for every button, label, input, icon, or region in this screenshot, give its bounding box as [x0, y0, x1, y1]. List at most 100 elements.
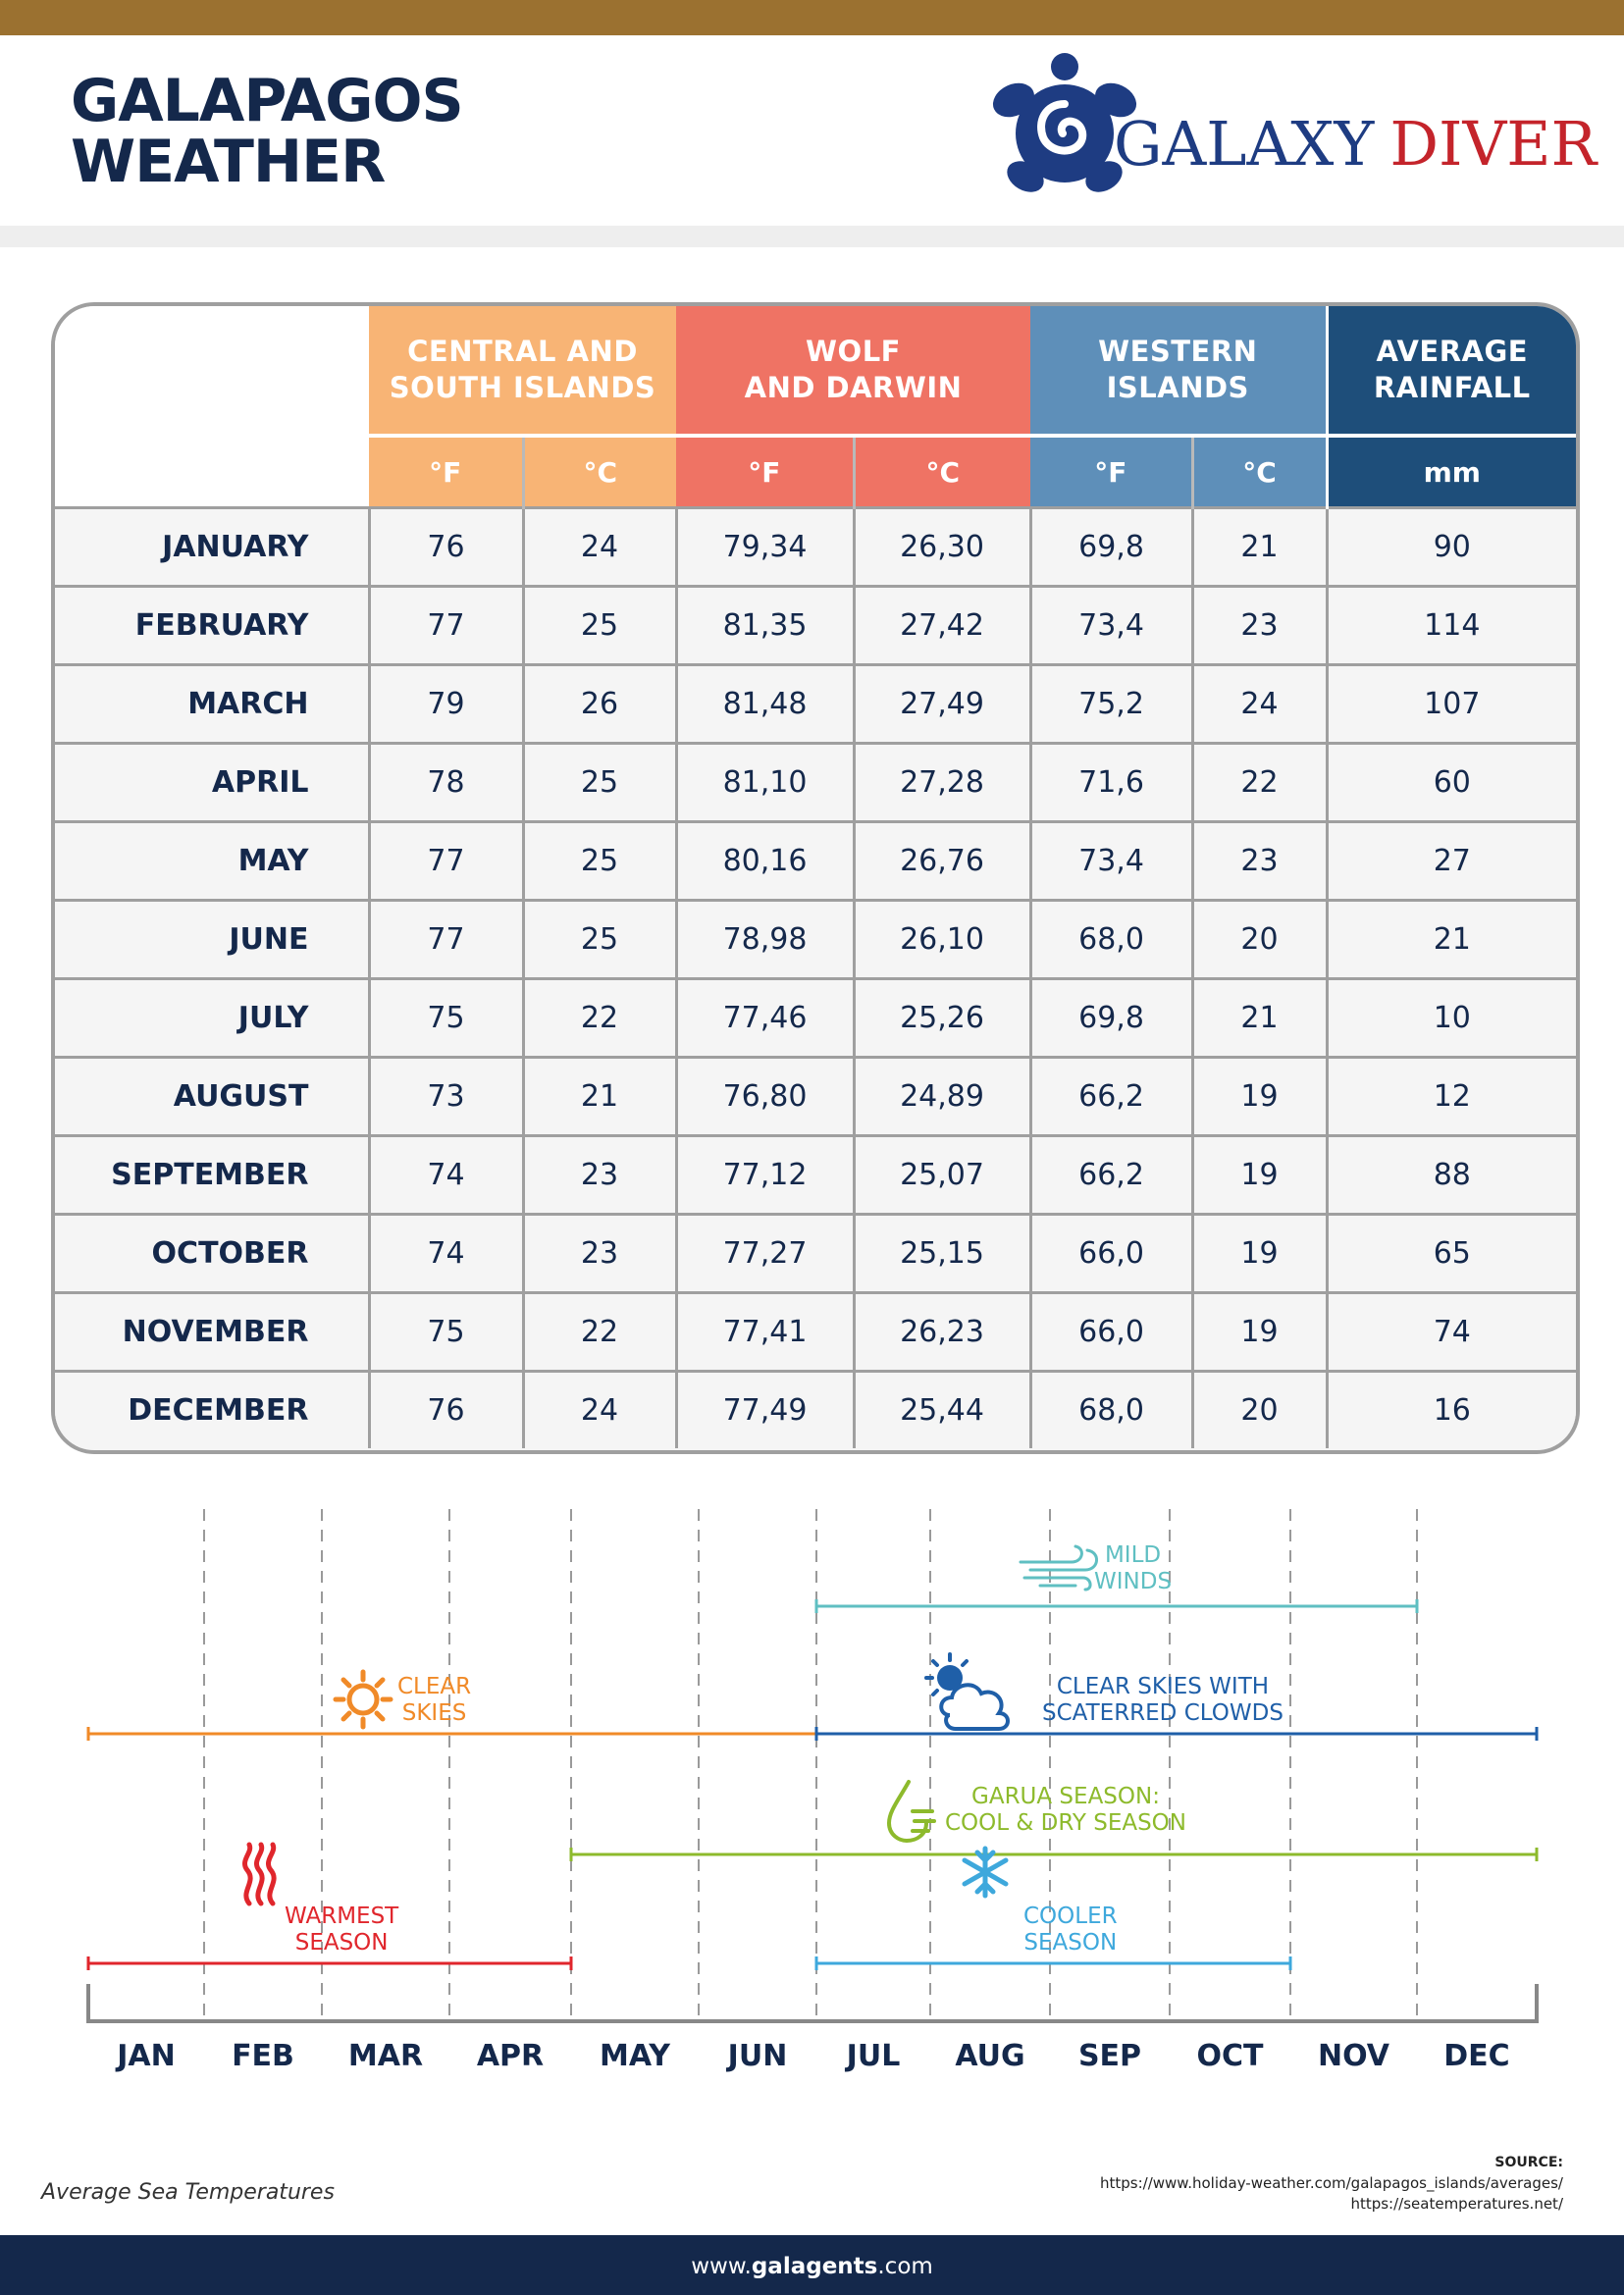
- table-row: JANUARY 76 24 79,34 26,30 69,8 21 90: [55, 506, 1576, 587]
- cell-central-c: 25: [521, 899, 677, 979]
- table-row: APRIL 78 25 81,10 27,28 71,6 22 60: [55, 742, 1576, 822]
- header-central-south: CENTRAL AND SOUTH ISLANDS: [369, 306, 677, 436]
- cooler-line2: SEASON: [1023, 1930, 1118, 1956]
- turtle-logo-icon: [992, 53, 1137, 192]
- cell-wolf-f: 81,48: [674, 663, 855, 744]
- cell-western-f: 75,2: [1028, 663, 1193, 744]
- logo-word-diver: DIVER: [1389, 108, 1598, 180]
- table-row: OCTOBER 74 23 77,27 25,15 66,0 19 65: [55, 1213, 1576, 1293]
- unit-c: °C: [1190, 434, 1328, 508]
- month-label: MAY: [600, 2039, 670, 2073]
- cell-rainfall-mm: 88: [1325, 1134, 1576, 1215]
- logo-wordmark: GALAXY DIVER: [1114, 110, 1597, 179]
- header-western: WESTERN ISLANDS: [1030, 306, 1328, 436]
- cell-wolf-f: 76,80: [674, 1056, 855, 1136]
- month-label: JUN: [727, 2039, 788, 2073]
- cell-central-c: 22: [521, 1291, 677, 1372]
- cell-wolf-f: 77,41: [674, 1291, 855, 1372]
- cell-western-c: 20: [1190, 899, 1328, 979]
- cell-western-c: 21: [1190, 506, 1328, 587]
- cell-wolf-f: 79,34: [674, 506, 855, 587]
- cell-central-f: 77: [367, 820, 523, 901]
- row-month: JANUARY: [55, 506, 369, 587]
- cell-western-f: 68,0: [1028, 1370, 1193, 1448]
- source-link-1[interactable]: https://www.holiday-weather.com/galapago…: [1100, 2174, 1563, 2192]
- season-bar-warmest: [86, 1956, 573, 1970]
- cooler-line1: COOLER: [1023, 1904, 1118, 1929]
- table-row: JUNE 77 25 78,98 26,10 68,0 20 21: [55, 899, 1576, 979]
- cell-central-f: 73: [367, 1056, 523, 1136]
- cell-central-c: 25: [521, 820, 677, 901]
- cell-wolf-c: 25,15: [852, 1213, 1031, 1293]
- snowflake-icon: [962, 1846, 1009, 1899]
- table-row: AUGUST 73 21 76,80 24,89 66,2 19 12: [55, 1056, 1576, 1136]
- season-bars: [86, 1599, 1539, 1970]
- month-label: SEP: [1077, 2039, 1142, 2073]
- cell-wolf-c: 27,28: [852, 742, 1031, 822]
- footer-website-link[interactable]: www.galagents.com: [0, 2254, 1624, 2279]
- title-line-1: GALAPAGOS: [71, 67, 464, 135]
- row-month: AUGUST: [55, 1056, 369, 1136]
- garua-line2: COOL & DRY SEASON: [945, 1810, 1186, 1836]
- month-label: NOV: [1317, 2039, 1390, 2073]
- footer-bar: [0, 2235, 1624, 2295]
- cell-central-c: 23: [521, 1134, 677, 1215]
- warmest-line2: SEASON: [294, 1930, 389, 1956]
- cell-rainfall-mm: 65: [1325, 1213, 1576, 1293]
- cell-western-c: 24: [1190, 663, 1328, 744]
- weather-table: CENTRAL AND SOUTH ISLANDS WOLF AND DARWI…: [55, 306, 1576, 1448]
- row-month: DECEMBER: [55, 1370, 369, 1448]
- cell-wolf-c: 26,30: [852, 506, 1031, 587]
- header-wolf-line2: AND DARWIN: [744, 371, 963, 404]
- sun-icon: [333, 1669, 393, 1730]
- table-row: DECEMBER 76 24 77,49 25,44 68,0 20 16: [55, 1370, 1576, 1448]
- cell-wolf-c: 27,49: [852, 663, 1031, 744]
- cell-western-c: 19: [1190, 1291, 1328, 1372]
- cell-western-c: 23: [1190, 820, 1328, 901]
- row-month: MARCH: [55, 663, 369, 744]
- cell-wolf-c: 26,76: [852, 820, 1031, 901]
- cell-central-f: 75: [367, 977, 523, 1058]
- season-bar-clear-skies: [86, 1727, 818, 1741]
- month-label: APR: [476, 2039, 545, 2073]
- cell-wolf-c: 27,42: [852, 585, 1031, 665]
- cell-rainfall-mm: 107: [1325, 663, 1576, 744]
- cell-wolf-f: 77,12: [674, 1134, 855, 1215]
- cell-central-f: 79: [367, 663, 523, 744]
- table-body: JANUARY 76 24 79,34 26,30 69,8 21 90 FEBRUARY 77 2…: [55, 506, 1576, 1448]
- cell-rainfall-mm: 12: [1325, 1056, 1576, 1136]
- row-month: MAY: [55, 820, 369, 901]
- cell-central-f: 75: [367, 1291, 523, 1372]
- cell-rainfall-mm: 10: [1325, 977, 1576, 1058]
- cell-wolf-f: 81,35: [674, 585, 855, 665]
- cell-central-f: 74: [367, 1134, 523, 1215]
- cell-western-c: 22: [1190, 742, 1328, 822]
- table-row: MARCH 79 26 81,48 27,49 75,2 24 107: [55, 663, 1576, 744]
- logo-word-galaxy: GALAXY: [1114, 108, 1375, 180]
- season-bar-mild-winds: [814, 1599, 1419, 1613]
- unit-mm: mm: [1325, 434, 1576, 508]
- season-label-clear-clouds: CLEAR SKIES WITH SCATERRED CLOWDS: [1042, 1674, 1283, 1727]
- cell-central-c: 23: [521, 1213, 677, 1293]
- source-link-2[interactable]: https://seatemperatures.net/: [1350, 2195, 1563, 2213]
- row-month: FEBRUARY: [55, 585, 369, 665]
- season-bar-clear-clouds: [814, 1727, 1539, 1741]
- wind-icon: [1019, 1544, 1098, 1591]
- month-label: OCT: [1196, 2039, 1264, 2073]
- url-prefix: www.: [691, 2254, 752, 2279]
- header-wolf-darwin: WOLF AND DARWIN: [676, 306, 1031, 436]
- cell-central-f: 76: [367, 1370, 523, 1448]
- table-row: NOVEMBER 75 22 77,41 26,23 66,0 19 74: [55, 1291, 1576, 1372]
- galaxy-diver-logo: GALAXY DIVER: [986, 49, 1597, 206]
- row-month: SEPTEMBER: [55, 1134, 369, 1215]
- mild-winds-line2: WINDS: [1094, 1569, 1173, 1594]
- season-bar-cooler: [814, 1956, 1292, 1970]
- header-rainfall-line1: AVERAGE: [1376, 335, 1529, 368]
- cell-wolf-f: 77,49: [674, 1370, 855, 1448]
- cell-wolf-c: 25,44: [852, 1370, 1031, 1448]
- cell-wolf-c: 25,07: [852, 1134, 1031, 1215]
- top-accent-bar: [0, 0, 1624, 35]
- header-central-line1: CENTRAL AND: [407, 335, 638, 368]
- cell-wolf-c: 24,89: [852, 1056, 1031, 1136]
- cell-western-f: 66,2: [1028, 1134, 1193, 1215]
